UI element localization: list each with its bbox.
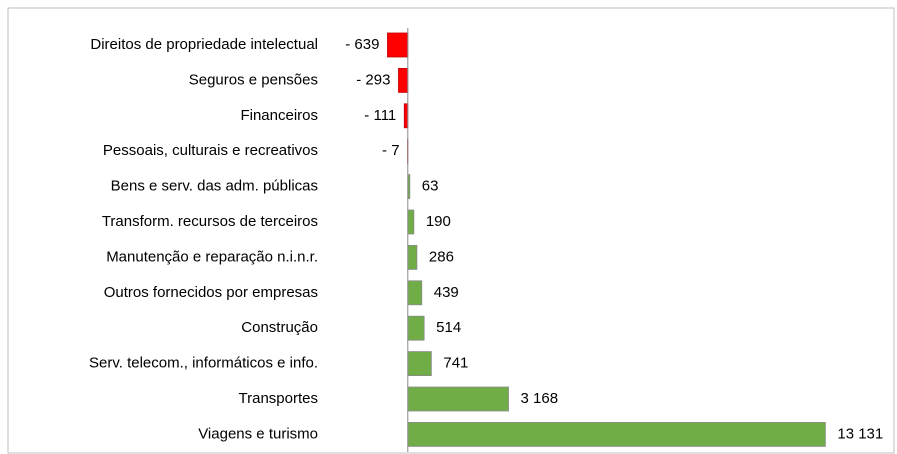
value-label: 514 xyxy=(436,319,461,336)
category-label: Financeiros xyxy=(240,107,318,124)
bar xyxy=(407,315,425,341)
bar xyxy=(407,280,423,306)
category-label: Seguros e pensões xyxy=(189,71,318,88)
value-label: 63 xyxy=(422,178,439,195)
category-label: Viagens e turismo xyxy=(198,425,318,442)
bar xyxy=(407,351,432,377)
category-label: Serv. telecom., informáticos e info. xyxy=(89,355,318,372)
bar xyxy=(398,68,409,93)
bar xyxy=(403,103,409,129)
value-label: - 7 xyxy=(382,142,400,159)
category-label: Transform. recursos de terceiros xyxy=(102,213,318,230)
value-label: 286 xyxy=(429,248,454,265)
bar xyxy=(407,386,509,412)
category-label: Manutenção e reparação n.i.n.r. xyxy=(106,248,318,265)
value-label: 439 xyxy=(434,284,459,301)
value-label: 13 131 xyxy=(837,425,883,442)
category-label: Bens e serv. das adm. públicas xyxy=(111,178,318,195)
category-label: Outros fornecidos por empresas xyxy=(104,284,318,301)
category-label: Construção xyxy=(241,319,318,336)
category-label: Transportes xyxy=(239,390,318,407)
value-label: - 293 xyxy=(356,71,390,88)
category-label: Direitos de propriedade intelectual xyxy=(90,36,318,53)
value-label: - 639 xyxy=(345,36,379,53)
category-label: Pessoais, culturais e recreativos xyxy=(103,142,318,159)
bar xyxy=(387,32,409,58)
value-label: 3 168 xyxy=(521,390,559,407)
bar xyxy=(407,244,418,270)
value-label: - 111 xyxy=(364,107,396,124)
value-label: 190 xyxy=(426,213,451,230)
bar xyxy=(407,421,826,447)
bar xyxy=(407,209,415,235)
chart-border xyxy=(7,7,895,454)
value-label: 741 xyxy=(443,355,468,372)
